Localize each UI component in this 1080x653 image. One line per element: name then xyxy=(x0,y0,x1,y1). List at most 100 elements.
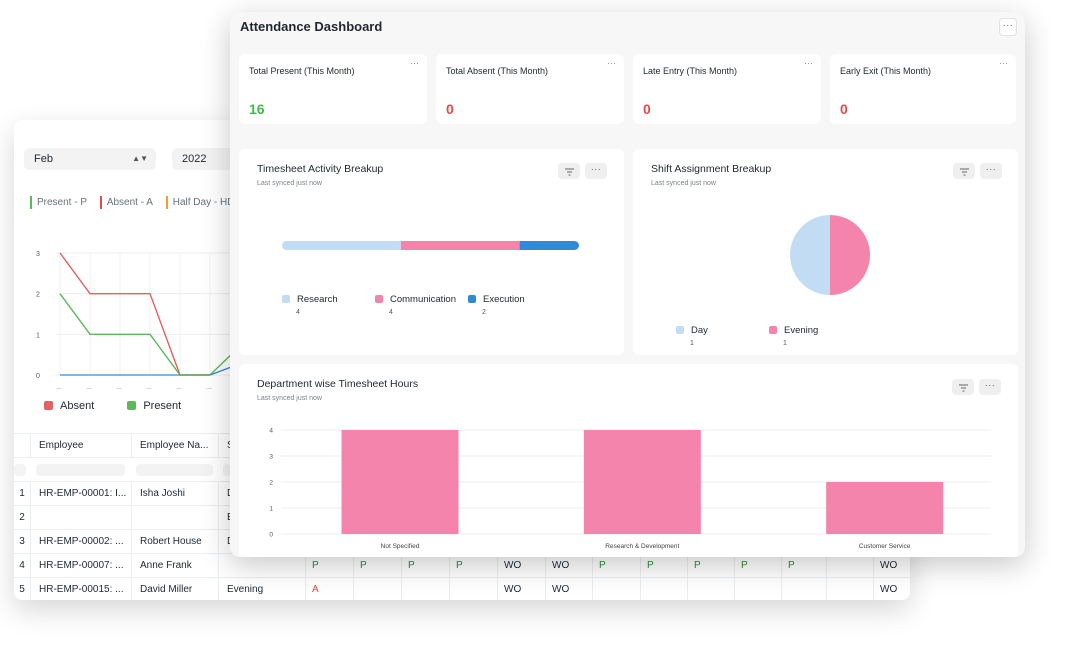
cell-attendance-mark[interactable]: WO xyxy=(545,578,592,600)
number-card-late-entry[interactable]: Late Entry (This Month) ··· 0 xyxy=(633,54,821,124)
cell-attendance-mark[interactable]: P xyxy=(305,554,353,577)
dashboard-menu-button[interactable]: ··· xyxy=(999,18,1017,36)
cell-attendance-mark[interactable] xyxy=(687,578,734,600)
cell-attendance-mark[interactable]: P xyxy=(781,554,826,577)
column-header-employee[interactable]: Employee xyxy=(30,434,131,457)
cell-attendance-mark[interactable]: P xyxy=(353,554,401,577)
stacked-bar-group xyxy=(282,241,579,250)
cell-attendance-mark[interactable]: P xyxy=(640,554,687,577)
row-index[interactable]: 4 xyxy=(19,560,25,571)
legend-item-day[interactable]: Day 1 xyxy=(676,325,708,347)
cell-attendance-mark[interactable]: WO xyxy=(545,554,592,577)
cell-attendance-mark[interactable]: WO xyxy=(497,578,545,600)
timesheet-activity-card: Timesheet Activity Breakup Last synced j… xyxy=(239,149,624,355)
dashboard-title: Attendance Dashboard xyxy=(240,19,383,34)
cell-attendance-mark[interactable]: WO xyxy=(873,578,910,600)
bar[interactable] xyxy=(583,430,701,534)
cell-shift[interactable]: Evening xyxy=(218,578,305,600)
month-select[interactable]: Feb ▲▼ xyxy=(24,148,156,170)
chart-menu-button[interactable]: ··· xyxy=(980,163,1002,179)
cell-employee-name[interactable]: David Miller xyxy=(131,578,218,600)
bar-segment-research[interactable] xyxy=(282,241,401,250)
chart-last-synced: Last synced just now xyxy=(257,180,322,187)
cell-attendance-mark[interactable] xyxy=(781,578,826,600)
number-card-menu-icon[interactable]: ··· xyxy=(607,58,616,68)
bar-segment-execution[interactable] xyxy=(519,241,579,250)
shift-assignment-card: Shift Assignment Breakup Last synced jus… xyxy=(633,149,1018,355)
number-card-total-present[interactable]: Total Present (This Month) ··· 16 xyxy=(239,54,427,124)
cell-employee[interactable]: HR-EMP-00015: ... xyxy=(30,578,131,600)
cell-attendance-mark[interactable] xyxy=(449,578,497,600)
filter-button[interactable] xyxy=(952,379,974,395)
legend-item-evening[interactable]: Evening 1 xyxy=(769,325,818,347)
filter-button[interactable] xyxy=(953,163,975,179)
legend-item-present[interactable]: Present xyxy=(127,400,181,412)
cell-attendance-mark[interactable] xyxy=(734,578,781,600)
number-card-early-exit[interactable]: Early Exit (This Month) ··· 0 xyxy=(830,54,1016,124)
cell-employee-name[interactable]: Isha Joshi xyxy=(131,482,218,505)
cell-attendance-mark[interactable]: WO xyxy=(497,554,545,577)
cell-attendance-mark[interactable] xyxy=(401,578,449,600)
number-card-menu-icon[interactable]: ··· xyxy=(999,58,1008,68)
cell-attendance-mark[interactable] xyxy=(640,578,687,600)
line-chart-legend: Absent Present xyxy=(44,400,211,412)
y-tick-label: 1 xyxy=(269,506,273,513)
filter-input-index[interactable] xyxy=(14,464,26,476)
cell-employee[interactable] xyxy=(30,506,131,529)
cell-employee-name[interactable]: Robert House xyxy=(131,530,218,553)
row-index[interactable]: 5 xyxy=(19,584,25,595)
cell-attendance-mark[interactable]: P xyxy=(734,554,781,577)
table-row[interactable]: 5 HR-EMP-00015: ... David Miller Evening A WO… xyxy=(14,577,910,600)
legend-label: Research xyxy=(297,294,338,305)
y-tick-label: 0 xyxy=(269,532,273,539)
cell-employee[interactable]: HR-EMP-00007: ... xyxy=(30,554,131,577)
bar[interactable] xyxy=(826,482,944,534)
number-card-menu-icon[interactable]: ··· xyxy=(410,58,419,68)
chart-menu-button[interactable]: ··· xyxy=(979,379,1001,395)
filter-button[interactable] xyxy=(558,163,580,179)
cell-employee-name[interactable]: Anne Frank xyxy=(131,554,218,577)
bar[interactable] xyxy=(341,430,459,534)
number-card-total-absent[interactable]: Total Absent (This Month) ··· 0 xyxy=(436,54,624,124)
chart-menu-button[interactable]: ··· xyxy=(585,163,607,179)
filter-input-employee-name[interactable] xyxy=(136,464,213,476)
cell-employee-name[interactable] xyxy=(131,506,218,529)
department-hours-card: Department wise Timesheet Hours Last syn… xyxy=(239,364,1018,557)
legend-label-present: Present xyxy=(143,400,182,412)
cell-attendance-mark[interactable] xyxy=(826,554,873,577)
cell-attendance-mark[interactable]: A xyxy=(305,578,353,600)
cell-attendance-mark[interactable] xyxy=(826,578,873,600)
pie-slice-day[interactable] xyxy=(790,215,830,295)
cell-employee[interactable]: HR-EMP-00002: ... xyxy=(30,530,131,553)
legend-item-research[interactable]: Research 4 xyxy=(282,294,338,316)
cell-attendance-mark[interactable]: P xyxy=(687,554,734,577)
legend-item-absent[interactable]: Absent xyxy=(44,400,94,412)
cell-attendance-mark[interactable]: P xyxy=(449,554,497,577)
legend-absent: Absent - A xyxy=(99,196,153,209)
cell-attendance-mark[interactable]: WO xyxy=(873,554,910,577)
cell-attendance-mark[interactable]: P xyxy=(401,554,449,577)
attendance-dashboard: Attendance Dashboard ··· Total Present (… xyxy=(230,12,1025,557)
filter-input-shift[interactable] xyxy=(223,464,231,476)
y-tick-label: 4 xyxy=(269,428,273,435)
cell-attendance-mark[interactable] xyxy=(592,578,640,600)
pie-slice-evening[interactable] xyxy=(830,215,870,295)
cell-attendance-mark[interactable] xyxy=(353,578,401,600)
bar-segment-communication[interactable] xyxy=(400,241,520,250)
row-index[interactable]: 3 xyxy=(19,536,25,547)
cell-shift[interactable] xyxy=(218,554,305,577)
row-index[interactable]: 2 xyxy=(19,512,25,523)
filter-input-employee[interactable] xyxy=(36,464,125,476)
number-card-menu-icon[interactable]: ··· xyxy=(804,58,813,68)
legend-item-communication[interactable]: Communication 4 xyxy=(375,294,456,316)
chart-last-synced: Last synced just now xyxy=(257,395,322,402)
legend-item-execution[interactable]: Execution 2 xyxy=(468,294,525,316)
cell-attendance-mark[interactable]: P xyxy=(592,554,640,577)
timesheet-stacked-bar xyxy=(282,241,579,250)
column-header-employee-name[interactable]: Employee Na... xyxy=(131,434,218,457)
legend-label-absent: Absent xyxy=(60,400,95,412)
filter-icon xyxy=(564,168,574,176)
year-select[interactable]: 2022 xyxy=(172,148,242,170)
cell-employee[interactable]: HR-EMP-00001: I... xyxy=(30,482,131,505)
row-index[interactable]: 1 xyxy=(19,488,25,499)
